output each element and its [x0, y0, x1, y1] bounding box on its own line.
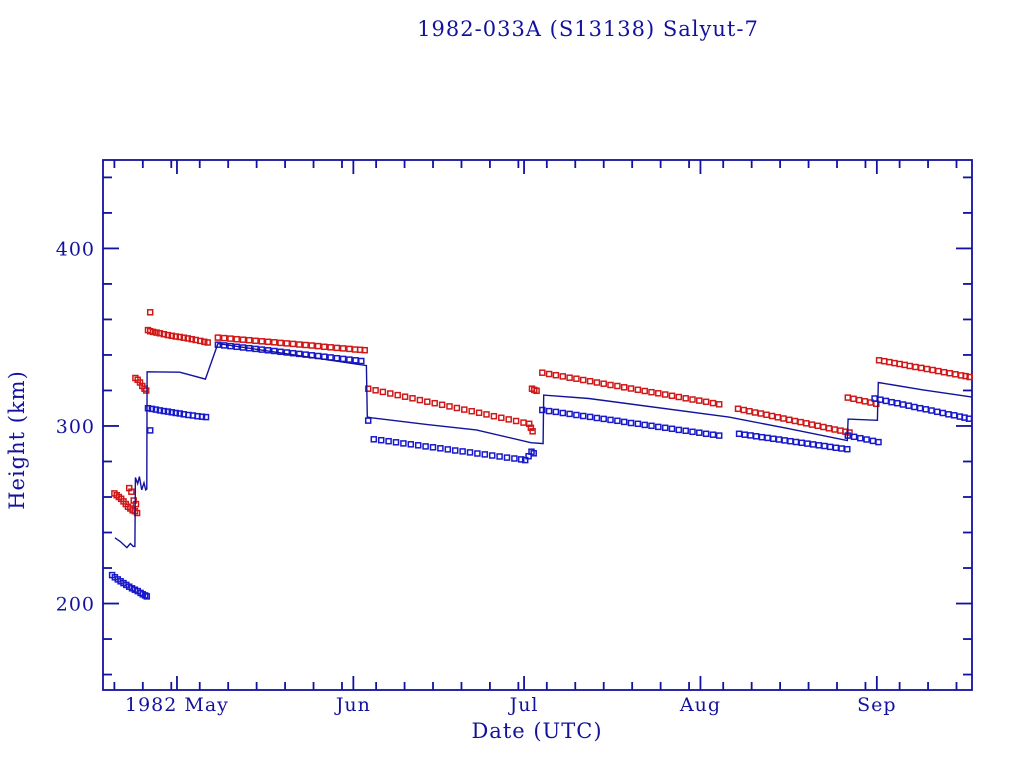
y-tick-label: 200 — [56, 594, 95, 616]
x-tick-label: Aug — [679, 694, 721, 716]
axis-box — [102, 159, 973, 691]
x-tick-label: 1982 May — [125, 694, 229, 716]
apogee-height-series — [111, 309, 973, 517]
perigee-height-series — [108, 341, 973, 600]
y-tick-label: 300 — [56, 416, 95, 438]
y-tick-label: 400 — [56, 238, 95, 260]
axis-ticks — [103, 160, 972, 690]
y-axis-title: Height (km) — [5, 370, 29, 510]
x-tick-label: Jul — [508, 694, 539, 716]
mean-height-series — [114, 342, 972, 549]
x-axis-title: Date (UTC) — [471, 719, 603, 743]
tick-labels: 1982 May Jun Jul Aug Sep 200 300 400 — [56, 238, 896, 716]
x-tick-label: Jun — [334, 694, 371, 716]
x-tick-label: Sep — [857, 694, 896, 716]
chart-title: 1982-033A (S13138) Salyut-7 — [417, 17, 759, 41]
